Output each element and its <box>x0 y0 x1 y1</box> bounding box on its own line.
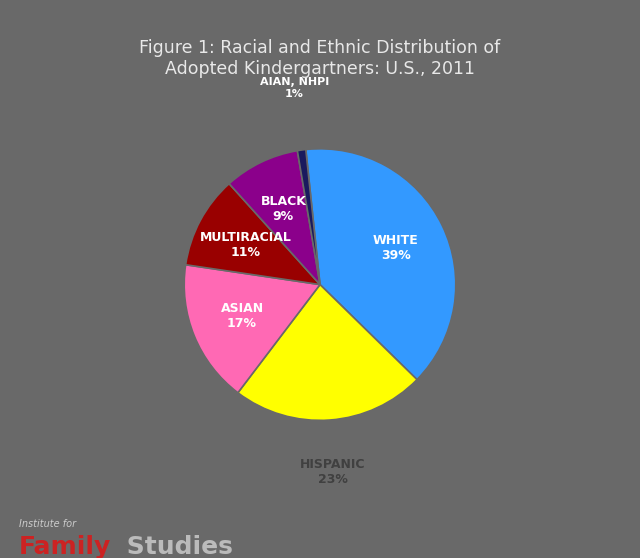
Text: Family: Family <box>19 535 111 558</box>
Wedge shape <box>238 285 417 420</box>
Text: ASIAN
17%: ASIAN 17% <box>221 302 264 330</box>
Wedge shape <box>298 150 320 285</box>
Text: MULTIRACIAL
11%: MULTIRACIAL 11% <box>200 231 292 259</box>
Text: HISPANIC
23%: HISPANIC 23% <box>300 458 365 486</box>
Text: AIAN, NHPI
1%: AIAN, NHPI 1% <box>260 78 329 99</box>
Wedge shape <box>184 264 320 393</box>
Text: WHITE
39%: WHITE 39% <box>373 234 419 262</box>
Wedge shape <box>306 149 456 379</box>
Wedge shape <box>229 151 320 285</box>
Text: BLACK
9%: BLACK 9% <box>260 195 307 223</box>
Text: Institute for: Institute for <box>19 519 76 530</box>
Wedge shape <box>186 184 320 285</box>
Text: Figure 1: Racial and Ethnic Distribution of
Adopted Kindergartners: U.S., 2011: Figure 1: Racial and Ethnic Distribution… <box>140 39 500 78</box>
Text: Studies: Studies <box>118 535 233 558</box>
